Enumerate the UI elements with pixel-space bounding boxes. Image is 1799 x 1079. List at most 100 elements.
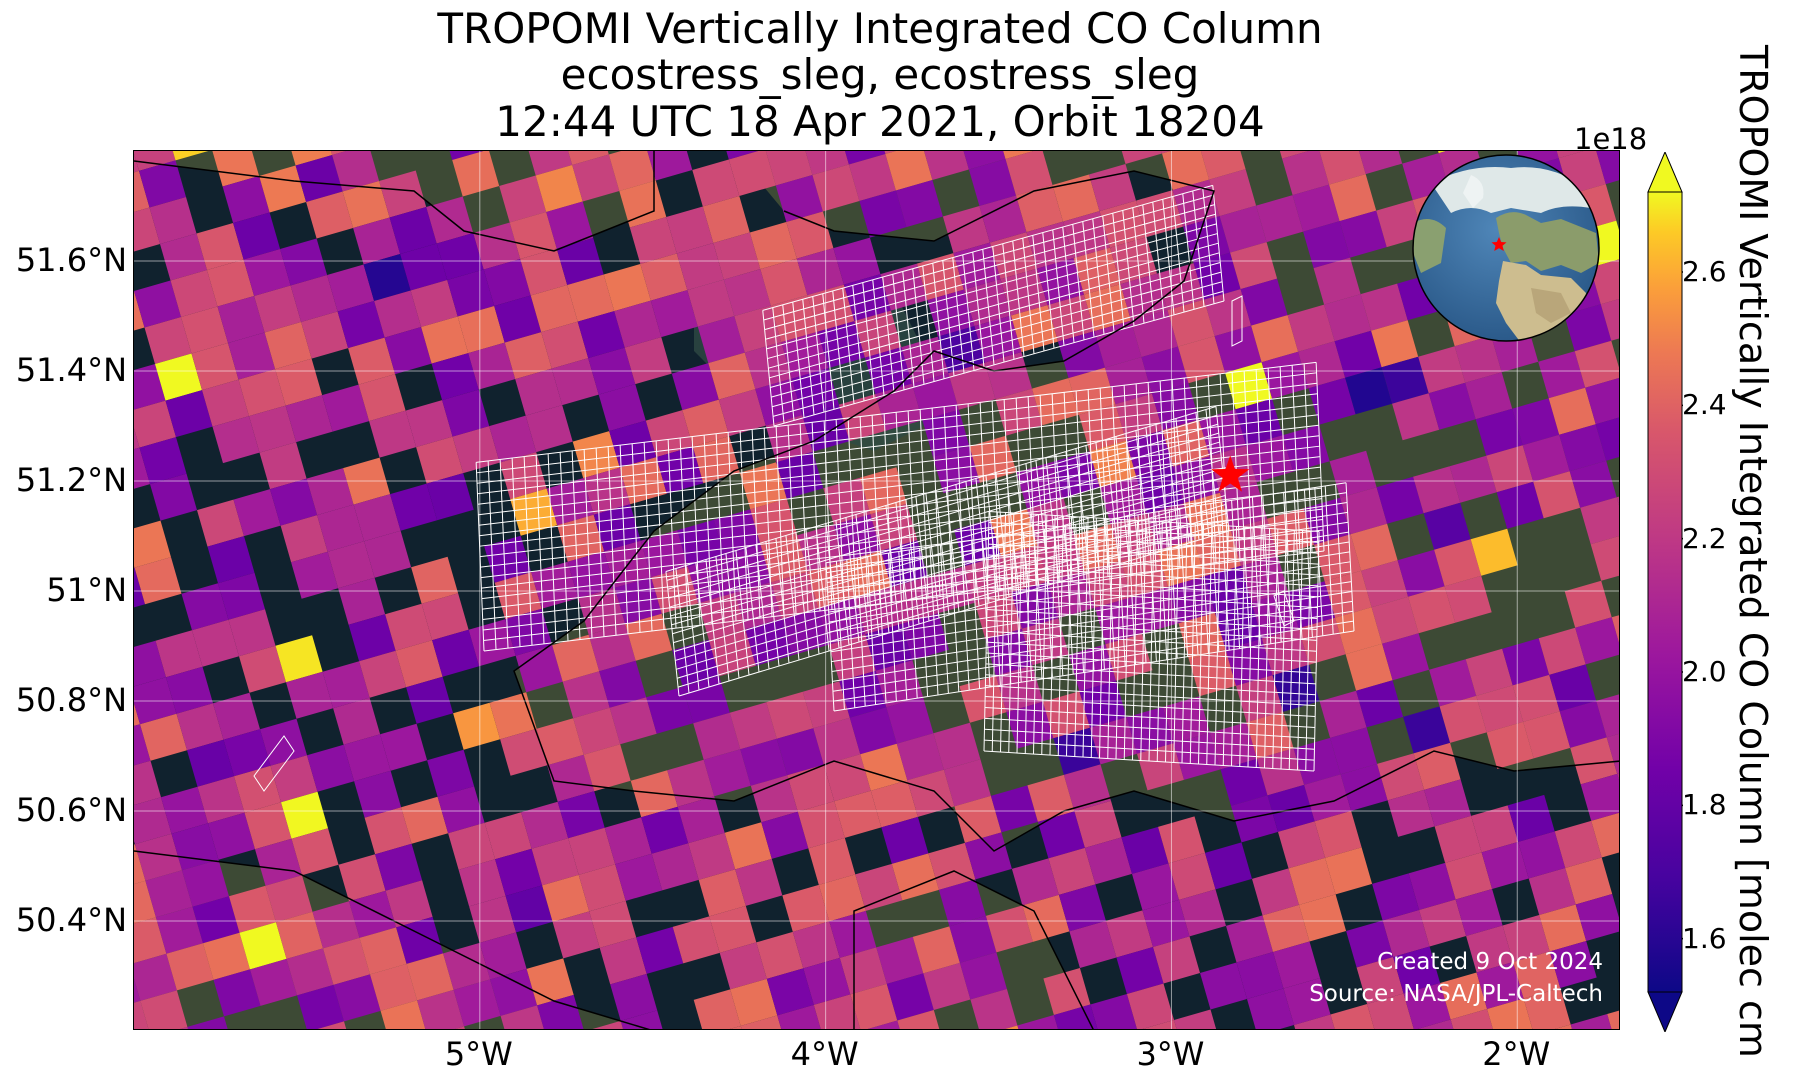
- co-pixel: [431, 353, 479, 401]
- co-pixel: [928, 842, 976, 890]
- co-pixel: [1278, 821, 1326, 869]
- co-pixel: [1058, 884, 1106, 932]
- co-pixel: [865, 623, 913, 671]
- co-pixel: [1219, 205, 1267, 253]
- co-pixel: [895, 180, 943, 228]
- co-pixel: [933, 722, 981, 770]
- co-pixel: [1339, 210, 1387, 258]
- co-pixel: [1580, 773, 1619, 821]
- co-pixel: [557, 514, 605, 562]
- co-pixel: [286, 671, 334, 719]
- co-pixel: [134, 151, 176, 171]
- co-pixel: [1449, 455, 1497, 503]
- co-pixel: [1549, 664, 1597, 712]
- co-pixel: [807, 284, 855, 332]
- co-pixel: [453, 979, 501, 1027]
- co-pixel: [1334, 330, 1382, 378]
- co-pixel: [332, 151, 380, 192]
- co-pixel: [369, 410, 417, 458]
- co-pixel: [1262, 904, 1310, 952]
- co-pixel: [234, 765, 281, 813]
- co-pixel: [1367, 993, 1414, 1029]
- co-pixel: [452, 151, 500, 197]
- co-pixel: [1340, 763, 1388, 811]
- co-pixel: [1027, 774, 1075, 822]
- co-pixel: [134, 567, 145, 608]
- co-pixel: [306, 191, 354, 239]
- co-pixel: [813, 717, 861, 765]
- co-pixel: [823, 477, 871, 525]
- co-pixel: [615, 853, 663, 901]
- co-pixel: [1361, 560, 1409, 608]
- co-pixel: [1450, 1009, 1493, 1029]
- co-pixel: [1158, 816, 1205, 864]
- coastline: [853, 870, 1094, 1029]
- co-pixel: [327, 264, 375, 312]
- co-pixel: [907, 769, 955, 817]
- co-pixel: [1533, 471, 1581, 519]
- co-pixel: [641, 806, 689, 854]
- co-pixel: [761, 811, 809, 859]
- co-pixel: [489, 692, 537, 740]
- co-pixel: [881, 816, 929, 864]
- co-pixel: [1371, 320, 1419, 368]
- co-pixel: [1539, 904, 1587, 952]
- co-pixel: [1522, 434, 1570, 482]
- map-panel[interactable]: Created 9 Oct 2024 Source: NASA/JPL-Calt…: [133, 150, 1620, 1030]
- co-pixel: [775, 175, 823, 222]
- co-pixel: [1279, 151, 1309, 159]
- co-pixel: [166, 666, 213, 714]
- co-pixel: [208, 812, 255, 860]
- co-pixel: [1142, 1020, 1177, 1029]
- co-pixel: [1512, 398, 1560, 446]
- co-pixel: [457, 306, 505, 354]
- co-pixel: [1299, 894, 1347, 942]
- co-pixel: [363, 254, 411, 301]
- co-pixel: [1011, 858, 1059, 906]
- coastline-layer: [134, 151, 1619, 1029]
- co-pixel: [567, 274, 615, 322]
- co-pixel: [1319, 690, 1367, 738]
- co-pixel: [1559, 424, 1607, 472]
- co-pixel: [458, 859, 506, 907]
- co-pixel: [238, 369, 286, 417]
- co-pixel: [1564, 304, 1612, 352]
- co-pixel: [134, 724, 151, 766]
- co-pixel: [766, 691, 814, 739]
- co-pixel: [249, 405, 297, 453]
- co-pixel: [343, 734, 391, 782]
- co-pixel: [484, 812, 532, 860]
- co-pixel: [942, 206, 990, 254]
- co-pixel: [286, 948, 334, 996]
- co-pixel: [149, 197, 197, 244]
- co-pixel: [333, 697, 381, 745]
- co-pixel: [1569, 460, 1617, 508]
- co-pixel: [1053, 1004, 1098, 1029]
- co-pixel: [896, 733, 944, 781]
- title-line-2: ecostress_sleg, ecostress_sleg: [560, 50, 1200, 99]
- co-pixel: [192, 619, 239, 667]
- co-pixel: [228, 332, 276, 380]
- co-pixel: [1616, 496, 1619, 506]
- co-pixel: [379, 170, 427, 218]
- co-pixel: [134, 797, 172, 845]
- target-star-icon: [1211, 455, 1250, 492]
- co-pixel: [1607, 1010, 1619, 1029]
- co-pixel: [891, 853, 939, 901]
- co-pixel: [449, 151, 484, 160]
- co-pixel: [213, 692, 260, 740]
- co-pixel: [709, 905, 757, 953]
- co-pixel: [468, 619, 516, 667]
- co-pixel: [692, 159, 740, 207]
- co-pixel: [145, 870, 193, 918]
- co-pixel: [1240, 278, 1288, 326]
- co-pixel: [1304, 774, 1352, 822]
- co-pixel: [651, 843, 699, 891]
- coastline: [134, 151, 655, 252]
- colorbar: [1647, 152, 1683, 1032]
- co-pixel: [964, 832, 1012, 880]
- co-pixel: [551, 358, 599, 406]
- co-pixel: [729, 1025, 742, 1029]
- globe-inset-icon: [1412, 154, 1600, 342]
- co-pixel: [995, 388, 1043, 436]
